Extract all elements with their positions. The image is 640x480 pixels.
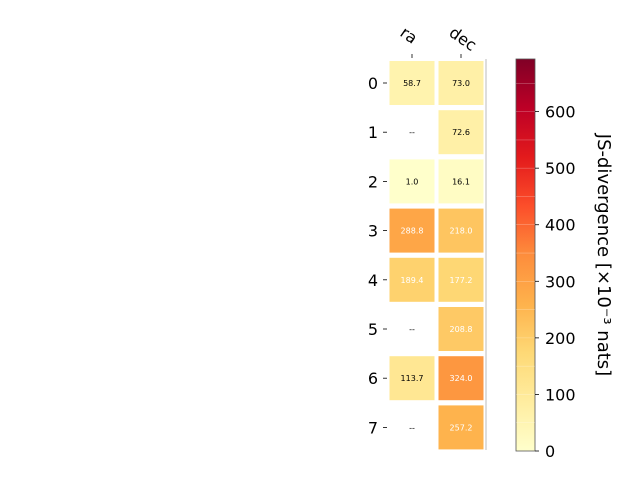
column-labels: ra dec [397,23,480,58]
cell-7-dec [438,405,484,450]
cell-1-dec-label: 72.6 [452,128,470,137]
row-labels: 0 1 2 3 4 5 6 7 [368,74,387,437]
colorbar-tick-label-500: 500 [545,159,576,178]
col-label-ra: ra [397,23,421,48]
heatmap-cells: 58.7 73.0 -- 72.6 1.0 16.1 288.8 218.0 189.4 177.… [389,61,484,450]
cell-0-dec-label: 73.0 [452,79,470,88]
row-label-0: 0 [368,74,378,93]
cell-5-ra-missing: -- [409,325,415,334]
cell-3-ra [389,208,435,253]
cell-2-ra-label: 1.0 [406,177,419,186]
cell-5-dec [438,307,484,351]
cell-7-ra-missing: -- [409,423,415,432]
cell-1-ra-missing: -- [409,128,415,137]
colorbar-tick-label-100: 100 [545,385,576,404]
cell-4-ra [389,257,435,302]
colorbar-tick-label-200: 200 [545,329,576,348]
row-label-5: 5 [368,320,378,339]
row-label-6: 6 [368,369,378,388]
cell-5-dec-label: 208.8 [450,325,473,334]
cell-6-ra-label: 113.7 [401,374,424,383]
row-label-4: 4 [368,271,378,290]
cell-4-dec [438,257,484,302]
cell-6-ra [389,356,435,401]
cell-2-ra [389,159,435,204]
cell-6-dec-label: 324.0 [450,374,473,383]
cell-3-dec [438,208,484,253]
cell-2-dec [438,159,484,204]
cell-4-ra-label: 189.4 [401,276,424,285]
colorbar-gradient [515,58,536,452]
row-label-7: 7 [368,418,378,437]
heatmap-plot: 58.7 73.0 -- 72.6 1.0 16.1 288.8 218.0 189.4 177.… [368,23,487,450]
colorbar-ticks: 0 100 200 300 400 500 600 [535,103,576,461]
cell-6-dec [438,356,484,401]
cell-7-dec-label: 257.2 [450,423,473,432]
colorbar-label: JS-divergence [×10⁻³ nats] [593,133,614,376]
col-label-dec: dec [446,23,480,55]
cell-0-ra [389,61,435,105]
cell-4-dec-label: 177.2 [450,276,473,285]
colorbar-tick-label-400: 400 [545,216,576,235]
row-label-3: 3 [368,222,378,241]
cell-1-dec [438,110,484,155]
cell-2-dec-label: 16.1 [452,177,470,186]
cell-3-dec-label: 218.0 [450,227,473,236]
colorbar-tick-label-0: 0 [545,442,555,461]
row-label-1: 1 [368,123,378,142]
row-label-2: 2 [368,172,378,191]
colorbar-tick-label-300: 300 [545,272,576,291]
colorbar: 0 100 200 300 400 500 600 JS-divergence [×10⁻³… [515,58,614,461]
colorbar-divider-lines [516,83,535,424]
cell-0-ra-label: 58.7 [403,79,421,88]
cell-0-dec [438,61,484,105]
colorbar-tick-label-600: 600 [545,103,576,122]
cell-3-ra-label: 288.8 [401,227,424,236]
